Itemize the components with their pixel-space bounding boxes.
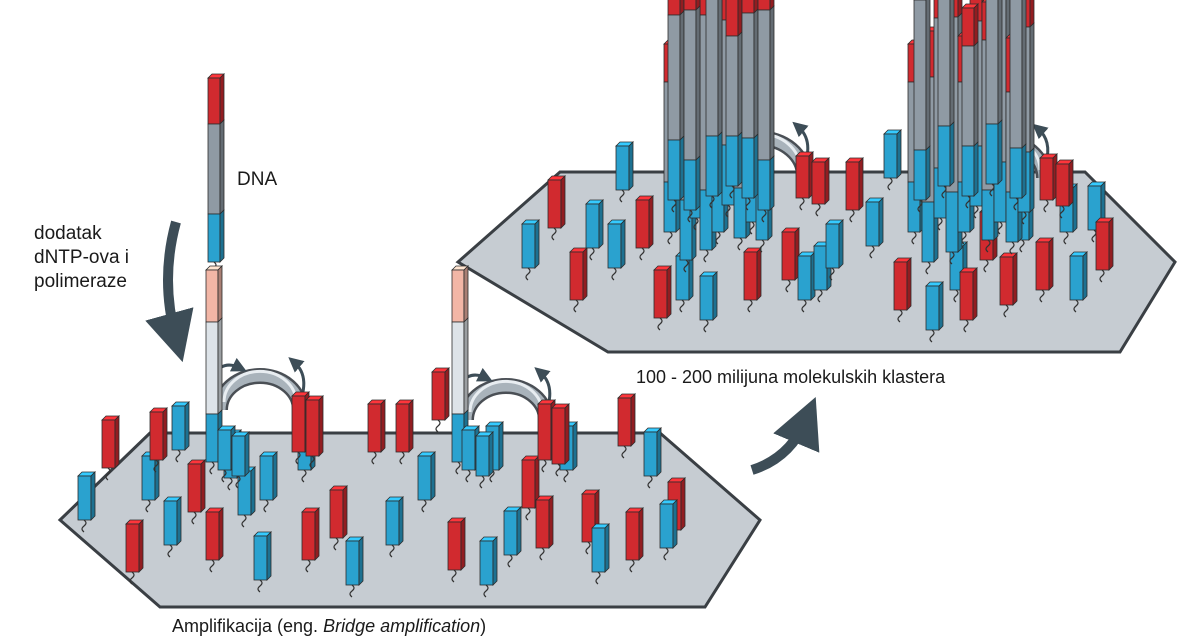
bridge-strand xyxy=(811,157,830,217)
primer-strand xyxy=(417,451,436,513)
primer-strand xyxy=(569,247,588,313)
primer-strand xyxy=(535,495,554,561)
primer-strand xyxy=(447,517,466,583)
primer-strand xyxy=(653,265,672,331)
primer-strand xyxy=(253,531,272,593)
primer-strand xyxy=(1035,237,1054,303)
amplification-caption: Amplifikacija (eng. Bridge amplification… xyxy=(172,615,486,638)
primer-strand xyxy=(999,252,1018,318)
primer-strand xyxy=(925,281,944,343)
caption-suffix: ) xyxy=(480,616,487,636)
cluster-strand xyxy=(937,0,955,199)
caption-italic-term: Bridge amplification xyxy=(323,616,481,636)
primer-strand xyxy=(607,219,626,281)
bridge-strand xyxy=(1055,159,1074,219)
step-label-line: dodatak xyxy=(34,223,102,244)
cluster-strand xyxy=(741,0,759,211)
dna-strand-icon xyxy=(207,73,225,275)
primer-strand xyxy=(231,431,250,489)
primer-strand xyxy=(345,536,364,598)
primer-strand xyxy=(385,496,404,558)
dna-label: DNA xyxy=(237,169,278,190)
primer-strand xyxy=(301,507,320,573)
primer-strand xyxy=(893,257,912,323)
primer-strand xyxy=(547,175,566,241)
cluster-strand xyxy=(725,0,743,199)
primer-strand xyxy=(615,141,634,203)
primer-strand xyxy=(635,195,654,261)
primer-strand xyxy=(699,271,718,333)
primer-strand xyxy=(171,401,190,463)
primer-strand xyxy=(643,427,662,489)
primer-strand xyxy=(431,367,450,433)
cluster-strand xyxy=(1009,0,1027,211)
template-strand xyxy=(451,265,469,475)
bridge-strand xyxy=(551,403,570,477)
primer-strand xyxy=(521,219,540,281)
bridge-strand xyxy=(305,395,324,469)
primer-strand xyxy=(149,407,168,473)
cluster-strand xyxy=(683,0,701,223)
primer-strand xyxy=(743,247,762,313)
primer-strand xyxy=(503,506,522,568)
primer-strand xyxy=(845,157,864,223)
primer-strand xyxy=(125,519,144,585)
bridge-arc-icon xyxy=(212,357,308,411)
primer-strand xyxy=(591,523,610,585)
primer-strand xyxy=(395,399,414,465)
primer-strand xyxy=(187,459,206,525)
primer-strand xyxy=(479,536,498,598)
primer-strand xyxy=(163,496,182,558)
primer-strand xyxy=(625,507,644,573)
primer-strand xyxy=(367,399,386,465)
primer-strand xyxy=(329,485,348,551)
primer-strand xyxy=(475,431,494,489)
cluster-count-caption: 100 - 200 milijuna molekulskih klastera xyxy=(636,367,946,387)
cluster-strand xyxy=(961,3,979,209)
bridge-strand xyxy=(795,151,814,211)
primer-strand xyxy=(585,199,604,261)
primer-strand xyxy=(959,267,978,333)
primer-strand xyxy=(205,507,224,573)
step-label: dodatak dNTP-ova i polimeraze xyxy=(34,222,129,293)
step-label-line: polimeraze xyxy=(34,270,127,292)
primer-strand xyxy=(865,197,884,259)
cluster-strand xyxy=(667,0,685,213)
cluster-strand xyxy=(705,0,723,209)
cluster-strand xyxy=(913,0,931,213)
primer-strand xyxy=(659,499,678,561)
step-arrow-icon xyxy=(145,220,194,363)
primer-strand xyxy=(77,471,96,533)
primer-strand xyxy=(1095,217,1114,283)
cluster-strand xyxy=(985,0,1003,197)
primer-strand xyxy=(825,219,844,281)
primer-strand xyxy=(259,451,278,513)
step-label-line: dNTP-ova i xyxy=(34,246,130,268)
bridge-arc-icon xyxy=(458,367,554,421)
primer-strand xyxy=(1069,251,1088,313)
primer-strand xyxy=(617,393,636,459)
cluster-strand xyxy=(757,0,775,223)
progress-arrow-icon xyxy=(750,396,820,475)
primer-strand xyxy=(675,251,694,313)
caption-prefix: Amplifikacija (eng. xyxy=(172,616,324,636)
primer-strand xyxy=(883,129,902,191)
primer-strand xyxy=(101,415,120,481)
